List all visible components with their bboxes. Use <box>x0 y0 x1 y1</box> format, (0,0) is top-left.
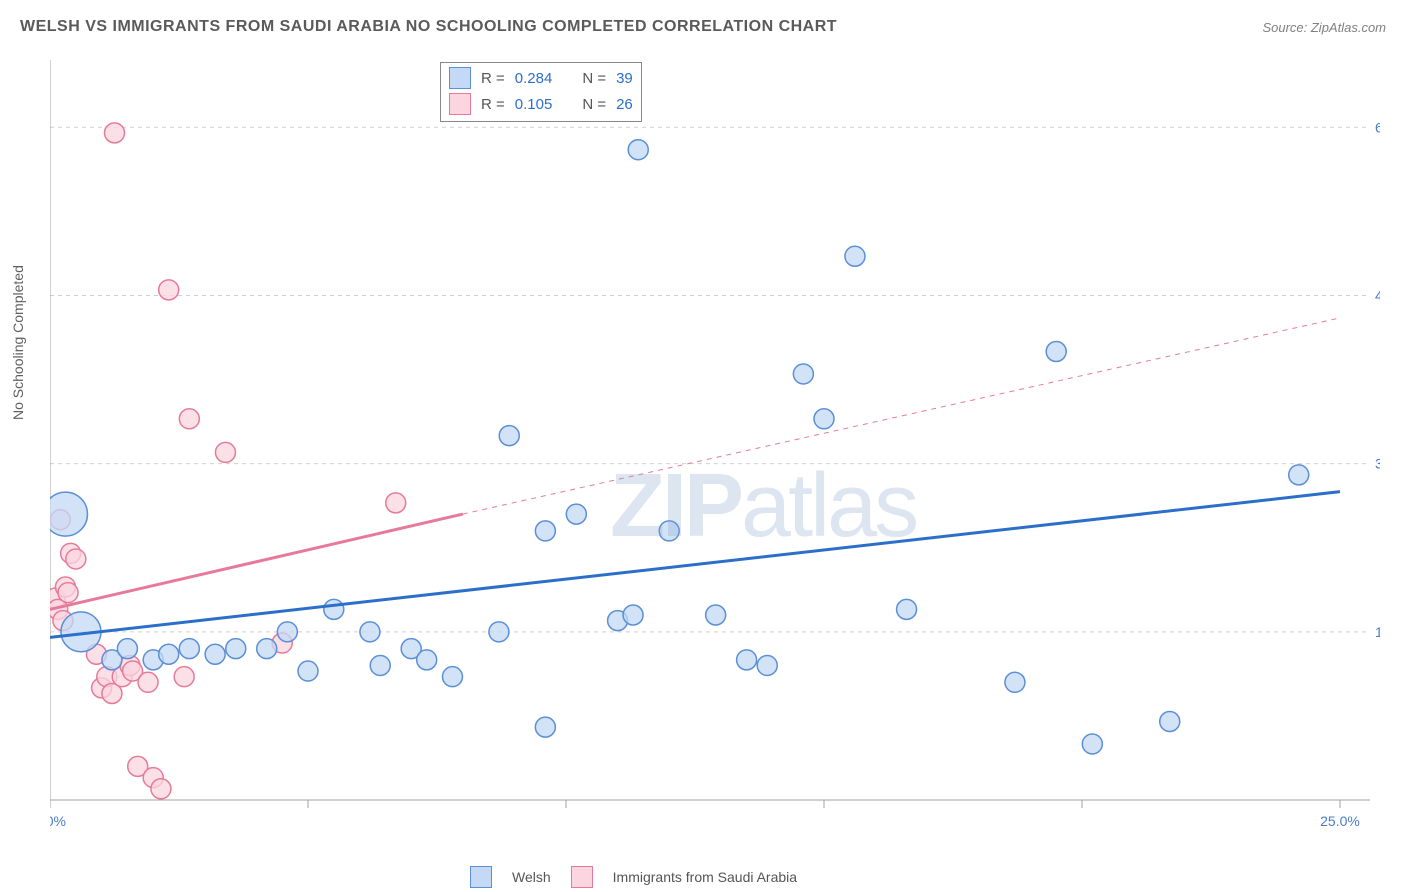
corr-legend-row: R = 0.105 N = 26 <box>449 91 633 117</box>
n-label: N = <box>582 70 606 87</box>
data-point <box>226 639 246 659</box>
data-point <box>659 521 679 541</box>
data-point <box>417 650 437 670</box>
data-point <box>58 583 78 603</box>
legend-label: Immigrants from Saudi Arabia <box>613 869 797 885</box>
data-point <box>179 639 199 659</box>
data-point <box>442 667 462 687</box>
n-value: 39 <box>616 70 633 87</box>
x-tick-label: 0.0% <box>50 813 66 829</box>
data-point <box>535 521 555 541</box>
data-point <box>174 667 194 687</box>
correlation-legend: R = 0.284 N = 39 R = 0.105 N = 26 <box>440 62 642 122</box>
data-point <box>1082 734 1102 754</box>
data-point <box>324 599 344 619</box>
y-tick-label: 4.5% <box>1375 287 1380 303</box>
data-point <box>897 599 917 619</box>
corr-legend-row: R = 0.284 N = 39 <box>449 65 633 91</box>
series-legend: Welsh Immigrants from Saudi Arabia <box>470 866 797 888</box>
data-point <box>370 655 390 675</box>
source-label: Source: ZipAtlas.com <box>1262 20 1386 35</box>
legend-swatch <box>571 866 593 888</box>
data-point <box>386 493 406 513</box>
data-point <box>257 639 277 659</box>
r-label: R = <box>481 96 505 113</box>
data-point <box>1046 342 1066 362</box>
data-point <box>138 672 158 692</box>
data-point <box>151 779 171 799</box>
trend-line-saudi-extrap <box>463 318 1340 514</box>
data-point <box>1289 465 1309 485</box>
data-point <box>628 140 648 160</box>
data-point <box>50 492 87 536</box>
data-point <box>845 246 865 266</box>
data-point <box>793 364 813 384</box>
r-label: R = <box>481 70 505 87</box>
data-point <box>159 644 179 664</box>
y-tick-label: 3.0% <box>1375 456 1380 472</box>
legend-label: Welsh <box>512 869 551 885</box>
data-point <box>117 639 137 659</box>
data-point <box>499 426 519 446</box>
data-point <box>205 644 225 664</box>
r-value: 0.284 <box>515 70 553 87</box>
data-point <box>1005 672 1025 692</box>
data-point <box>277 622 297 642</box>
x-tick-label: 25.0% <box>1320 813 1360 829</box>
n-value: 26 <box>616 96 633 113</box>
data-point <box>757 655 777 675</box>
data-point <box>566 504 586 524</box>
chart-area: 1.5%3.0%4.5%6.0%0.0%25.0% ZIPatlas <box>50 60 1380 830</box>
data-point <box>298 661 318 681</box>
data-point <box>360 622 380 642</box>
data-point <box>179 409 199 429</box>
legend-swatch <box>470 866 492 888</box>
legend-swatch <box>449 67 471 89</box>
data-point <box>535 717 555 737</box>
data-point <box>814 409 834 429</box>
trend-line-saudi <box>50 514 463 609</box>
scatter-plot: 1.5% 3.0% 4.5% 6.0% 0.0% 25.0% <box>50 60 1380 830</box>
n-label: N = <box>582 96 606 113</box>
data-point <box>706 605 726 625</box>
legend-swatch <box>449 93 471 115</box>
r-value: 0.105 <box>515 96 553 113</box>
data-point <box>66 549 86 569</box>
data-point <box>105 123 125 143</box>
y-tick-label: 1.5% <box>1375 624 1380 640</box>
data-point <box>215 442 235 462</box>
y-axis-label: No Schooling Completed <box>10 265 26 420</box>
y-tick-label: 6.0% <box>1375 119 1380 135</box>
data-point <box>623 605 643 625</box>
data-point <box>737 650 757 670</box>
data-point <box>1160 712 1180 732</box>
data-point <box>489 622 509 642</box>
data-point <box>159 280 179 300</box>
chart-title: WELSH VS IMMIGRANTS FROM SAUDI ARABIA NO… <box>20 18 837 36</box>
